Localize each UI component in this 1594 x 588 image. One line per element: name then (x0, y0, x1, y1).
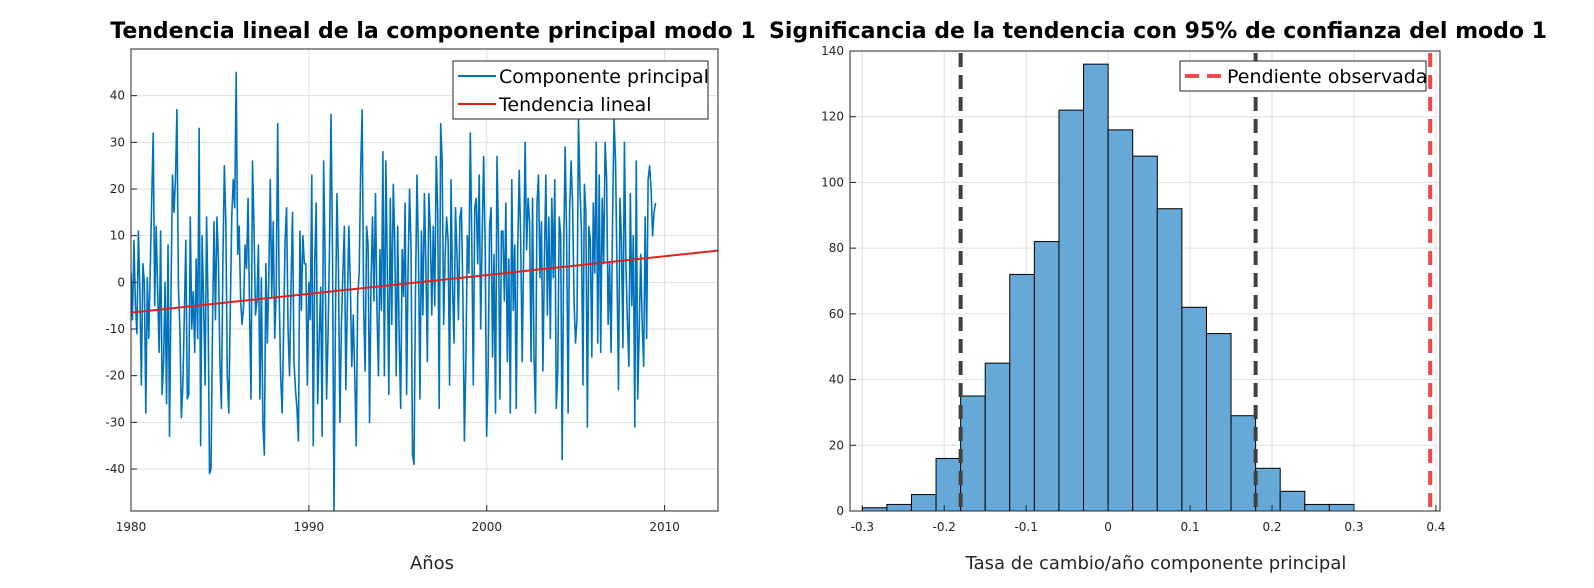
y-tick-label: 0 (117, 275, 125, 289)
histogram-bar (1107, 129, 1134, 512)
x-axis-label: Años (410, 553, 454, 574)
x-tick-label: 0.1 (1181, 520, 1200, 534)
histogram-bar (984, 362, 1011, 512)
x-tick-label: 0 (1104, 520, 1112, 534)
y-tick-label: 60 (829, 307, 844, 321)
histogram-bar (1230, 415, 1257, 512)
histogram-bar (935, 457, 962, 512)
histogram-bar (910, 494, 937, 512)
legend-label-pendiente-observada: Pendiente observada (1227, 66, 1427, 88)
plot-area (861, 63, 1355, 512)
y-tick-label: 30 (110, 135, 125, 149)
y-tick-label: 40 (110, 89, 125, 103)
legend: Componente principal Tendencia lineal (452, 60, 709, 120)
y-tick-label: 40 (829, 373, 844, 387)
y-tick-label: 80 (829, 241, 844, 255)
y-tick-label: -20 (105, 369, 125, 383)
histogram-bar (960, 395, 986, 512)
histogram-bar (1181, 306, 1207, 512)
axis-ticks: 1980 1990 2000 2010 -40 -30 -20 -10 0 10 20 30 40 (105, 89, 680, 534)
series-line-componente-principal (131, 71, 657, 511)
x-tick-label: -0.2 (933, 520, 956, 534)
x-tick-label: 0.4 (1426, 520, 1445, 534)
histogram-bar (1328, 503, 1355, 512)
axes-box (849, 50, 1441, 512)
histogram-bar (1205, 333, 1232, 512)
x-tick-label: -0.1 (1014, 520, 1037, 534)
chart-title: Significancia de la tendencia con 95% de… (769, 19, 1547, 44)
histogram-bar (886, 503, 912, 512)
series-line-tendencia-lineal (130, 249, 719, 314)
legend: Pendiente observada (1179, 60, 1427, 92)
y-tick-label: 10 (110, 229, 125, 243)
line-chart: Tendencia lineal de la componente princi… (105, 19, 755, 574)
histogram-bar (1255, 467, 1281, 512)
histogram-bar (1083, 63, 1109, 512)
legend-label-componente-principal: Componente principal (499, 66, 709, 88)
y-tick-label: -10 (105, 322, 125, 336)
x-tick-label: -0.3 (851, 520, 874, 534)
histogram-chart: Significancia de la tendencia con 95% de… (769, 19, 1547, 574)
x-tick-label: 0.2 (1262, 520, 1281, 534)
histogram-bar (1132, 155, 1158, 512)
histogram-bar (1156, 208, 1183, 512)
y-tick-label: 120 (821, 110, 844, 124)
x-tick-label: 2000 (471, 520, 502, 534)
histogram-bar (1279, 490, 1306, 512)
y-tick-label: 20 (110, 182, 125, 196)
axes-box (130, 48, 719, 512)
x-axis-label: Tasa de cambio/año componente principal (965, 553, 1347, 574)
y-tick-label: 0 (836, 504, 844, 518)
x-tick-label: 0.3 (1344, 520, 1363, 534)
histogram-bar (1058, 109, 1085, 512)
histogram-bar (1304, 503, 1330, 512)
y-tick-label: 20 (829, 438, 844, 452)
legend-box (452, 60, 709, 120)
y-tick-label: 140 (821, 44, 844, 58)
y-tick-label: -30 (105, 415, 125, 429)
y-tick-label: 100 (821, 175, 844, 189)
x-tick-label: 1980 (116, 520, 147, 534)
reference-lines (958, 53, 1433, 511)
histogram-bar (1033, 241, 1060, 512)
axis-ticks: -0.3 -0.2 -0.1 0 0.1 0.2 0.3 0.4 0 20 40 60 80 100 120… (821, 44, 1445, 534)
y-tick-label: -40 (105, 462, 125, 476)
x-tick-label: 2010 (649, 520, 680, 534)
chart-title: Tendencia lineal de la componente princi… (110, 19, 756, 44)
plot-area (130, 71, 719, 511)
histogram-bar (1009, 273, 1035, 512)
legend-label-tendencia-lineal: Tendencia lineal (498, 94, 652, 116)
x-tick-label: 1990 (294, 520, 325, 534)
